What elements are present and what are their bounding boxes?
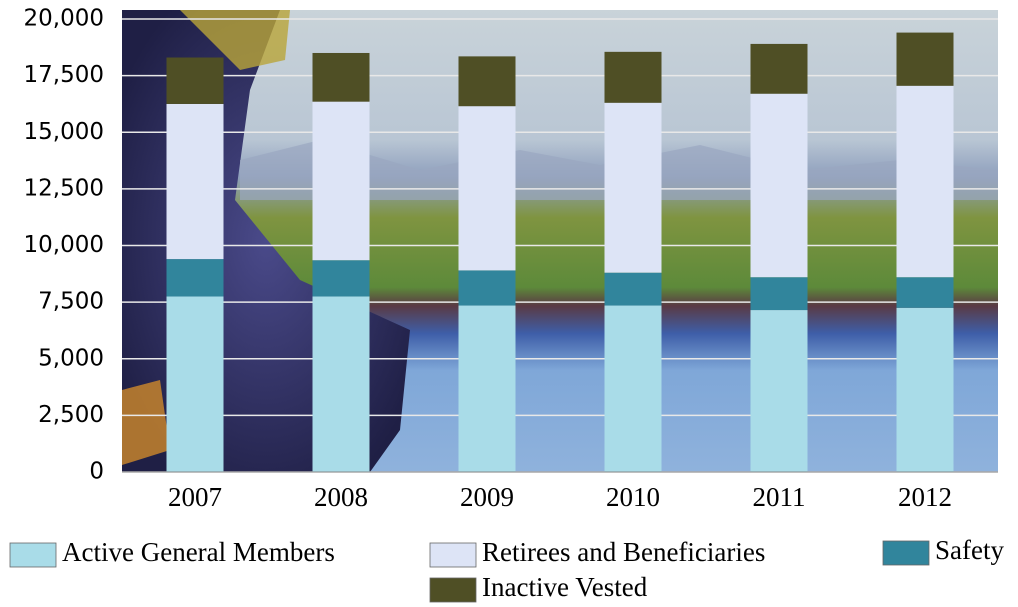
y-tick-label: 12,500: [24, 175, 104, 201]
y-tick-label: 10,000: [24, 232, 104, 258]
x-tick-label: 2009: [460, 482, 514, 512]
bar-segment: [166, 296, 224, 472]
x-tick-label: 2011: [753, 482, 806, 512]
bar-segment: [166, 57, 224, 104]
legend-label: Active General Members: [62, 537, 335, 567]
bar-segment: [312, 296, 370, 472]
legend-label: Retirees and Beneficiaries: [482, 537, 765, 567]
bar-segment: [312, 260, 370, 297]
bar-segment: [604, 272, 662, 306]
y-tick-label: 0: [89, 459, 104, 485]
y-tick-label: 2,500: [38, 402, 104, 428]
x-tick-label: 2012: [898, 482, 952, 512]
bar-segment: [312, 101, 370, 261]
x-tick-label: 2010: [606, 482, 660, 512]
bar-segment: [166, 103, 224, 260]
bar-segment: [750, 93, 808, 278]
legend-label: Safety: [935, 535, 1004, 565]
bar-segment: [312, 52, 370, 102]
bar-segment: [896, 277, 954, 308]
bar-segment: [750, 310, 808, 472]
bar-segment: [166, 259, 224, 297]
y-tick-label: 20,000: [24, 6, 104, 32]
bar-segment: [896, 307, 954, 472]
y-tick-label: 5,000: [38, 345, 104, 371]
bar-segment: [604, 51, 662, 103]
bar-segment: [750, 277, 808, 311]
legend-swatch: [429, 577, 477, 603]
bar-segment: [750, 43, 808, 94]
y-tick-label: 7,500: [38, 289, 104, 315]
legend-swatch: [429, 542, 477, 568]
background-painting: [122, 10, 998, 472]
x-tick-label: 2008: [314, 482, 368, 512]
bar-segment: [458, 106, 516, 271]
bars: [166, 32, 954, 472]
x-tick-label: 2007: [168, 482, 222, 512]
legend-label: Inactive Vested: [482, 572, 648, 602]
bar-segment: [604, 102, 662, 273]
bar-segment: [896, 32, 954, 86]
bar-segment: [458, 56, 516, 107]
y-tick-label: 15,000: [24, 119, 104, 145]
bar-segment: [896, 85, 954, 278]
bar-segment: [604, 305, 662, 472]
legend-swatch: [9, 542, 57, 568]
y-tick-label: 17,500: [24, 62, 104, 88]
labels: 0 2,500 5,000 7,500 10,000 12,500 15,000 17,500…: [9, 6, 1004, 603]
bar-segment: [458, 270, 516, 306]
legend-swatch: [882, 540, 930, 566]
bar-segment: [458, 305, 516, 472]
